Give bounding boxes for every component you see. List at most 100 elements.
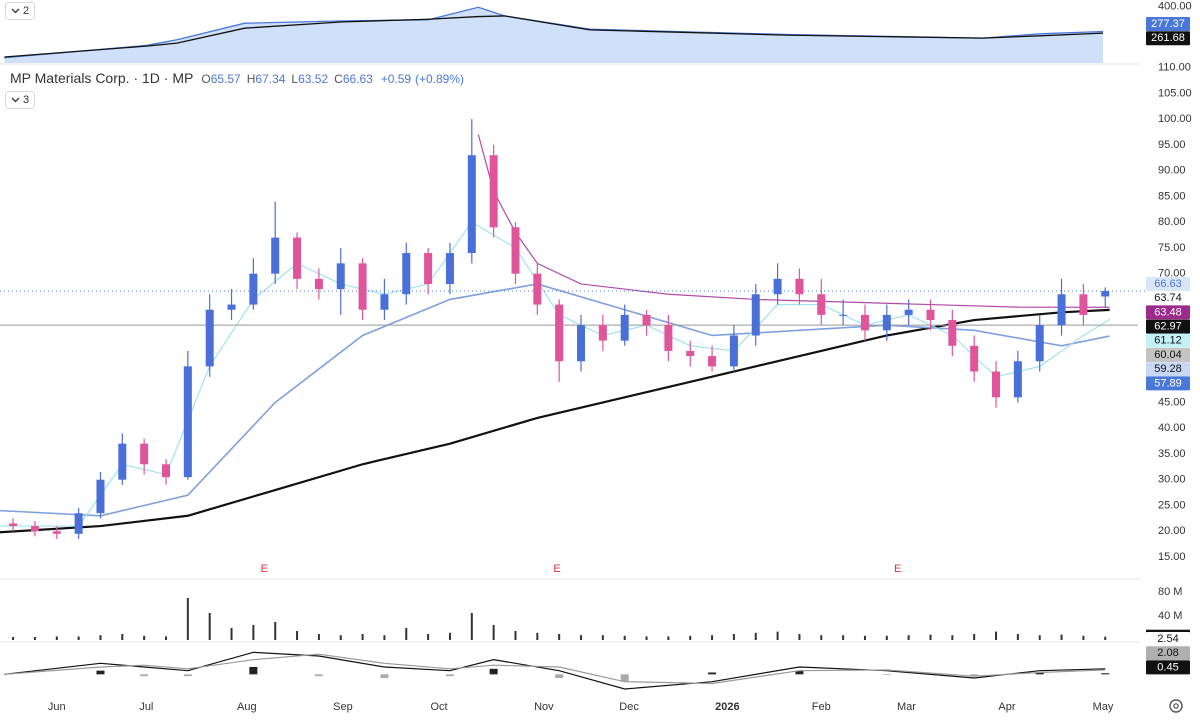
price-label-box	[1146, 362, 1190, 377]
volume-bar	[601, 635, 604, 640]
x-tick-label: Oct	[430, 701, 447, 713]
volume-bar	[580, 635, 583, 640]
open-value: 65.57	[210, 72, 241, 86]
price-label-box	[1146, 646, 1190, 661]
volume-bar	[623, 635, 626, 640]
candle-body	[249, 273, 258, 305]
x-tick-label: Jun	[48, 701, 66, 713]
candle-body	[729, 335, 738, 367]
price-label-box	[1146, 333, 1190, 348]
price-label: 261.68	[1151, 32, 1185, 44]
moving-average	[0, 308, 1110, 534]
histogram-bar	[380, 674, 389, 678]
volume-bar	[186, 597, 189, 640]
x-tick-label: Sep	[333, 701, 353, 713]
volume-bar	[427, 633, 430, 640]
price-label-box	[1146, 376, 1190, 391]
candle-body	[860, 314, 869, 331]
volume-bar	[230, 627, 233, 640]
candle-body	[708, 356, 717, 367]
change-percent: (+0.89%)	[415, 72, 465, 86]
candle-body	[52, 531, 61, 534]
candle-body	[271, 237, 280, 274]
chevron	[11, 97, 20, 103]
candle-body	[1057, 294, 1066, 326]
volume-bar	[317, 633, 320, 640]
earnings-marker: E	[261, 563, 268, 575]
earnings-marker: E	[553, 563, 560, 575]
volume-bar	[383, 635, 386, 640]
volume-bar	[798, 633, 801, 640]
histogram-bar	[445, 674, 454, 677]
candle-body	[380, 294, 389, 310]
symbol-title: MP Materials Corp. · 1D · MP	[10, 70, 194, 86]
histogram-bar	[1035, 672, 1044, 675]
volume-bar	[55, 636, 58, 640]
price-label: 2.08	[1157, 647, 1178, 659]
candle-body	[773, 278, 782, 295]
price-label: 59.28	[1154, 363, 1182, 375]
candle-body	[445, 253, 454, 284]
volume-bar	[99, 635, 102, 640]
histogram-bar	[489, 668, 498, 675]
volume-bar	[143, 635, 146, 640]
candle-body	[664, 325, 673, 351]
x-tick-label: May	[1093, 701, 1114, 713]
histogram-bar	[555, 674, 564, 678]
volume-bar	[405, 627, 408, 640]
candle-body	[467, 155, 476, 254]
price-label-box	[1146, 632, 1190, 646]
price-label-box	[1146, 17, 1190, 31]
volume-bar	[448, 632, 451, 640]
candle-body	[30, 526, 39, 532]
candle-body	[358, 263, 367, 310]
y-tick-label: 110.00	[1158, 62, 1191, 74]
price-label: 0.45	[1157, 661, 1178, 673]
x-tick-label: Nov	[534, 701, 554, 713]
candle-body	[642, 314, 651, 326]
volume-bar	[536, 632, 539, 640]
volume-bar	[121, 633, 124, 640]
volume-bar	[165, 636, 168, 640]
candle-body	[118, 443, 127, 480]
price-label: 2.54	[1157, 633, 1178, 645]
y-tick-label: 40 M	[1158, 610, 1182, 622]
volume-bar	[1082, 635, 1085, 640]
histogram-bar	[882, 674, 891, 676]
candle-body	[511, 227, 520, 274]
price-label: 62.97	[1154, 321, 1182, 333]
close-value: 66.63	[342, 72, 373, 86]
candle-body	[926, 309, 935, 321]
legend: MP Materials Corp. · 1D · MP O65.57 H67.34…	[10, 70, 464, 86]
y-tick-label: 15.00	[1158, 551, 1186, 563]
x-tick-label: Mar	[897, 701, 916, 713]
indicator-line	[4, 653, 1106, 685]
y-tick-label: 35.00	[1158, 448, 1186, 460]
volume-bar	[820, 635, 823, 640]
candle-body	[577, 325, 586, 362]
x-tick-label: Aug	[237, 701, 257, 713]
volume-bar	[1016, 633, 1019, 640]
y-tick-label: 80.00	[1158, 216, 1186, 228]
price-label: 277.37	[1151, 18, 1185, 30]
x-tick-label: Dec	[619, 701, 639, 713]
candle-body	[882, 314, 891, 331]
candle-body	[74, 513, 83, 534]
volume-bar	[754, 632, 757, 640]
pane-toggle[interactable]: 3	[5, 91, 36, 109]
volume-bar	[951, 635, 954, 640]
volume-bar	[711, 635, 714, 640]
volume-bar	[558, 633, 561, 640]
price-label-box	[1146, 31, 1190, 46]
chevron	[11, 8, 20, 14]
candle-body	[489, 155, 498, 228]
volume-bar	[842, 635, 845, 640]
volume-bar	[361, 633, 364, 640]
candle-body	[992, 371, 1001, 398]
settings-icon[interactable]	[1169, 699, 1183, 713]
pane-toggle[interactable]: 2	[5, 2, 36, 20]
settings-icon-ring	[1169, 699, 1183, 713]
volume-bar	[885, 635, 888, 640]
candle-body	[948, 320, 957, 346]
volume-bar	[689, 635, 692, 640]
